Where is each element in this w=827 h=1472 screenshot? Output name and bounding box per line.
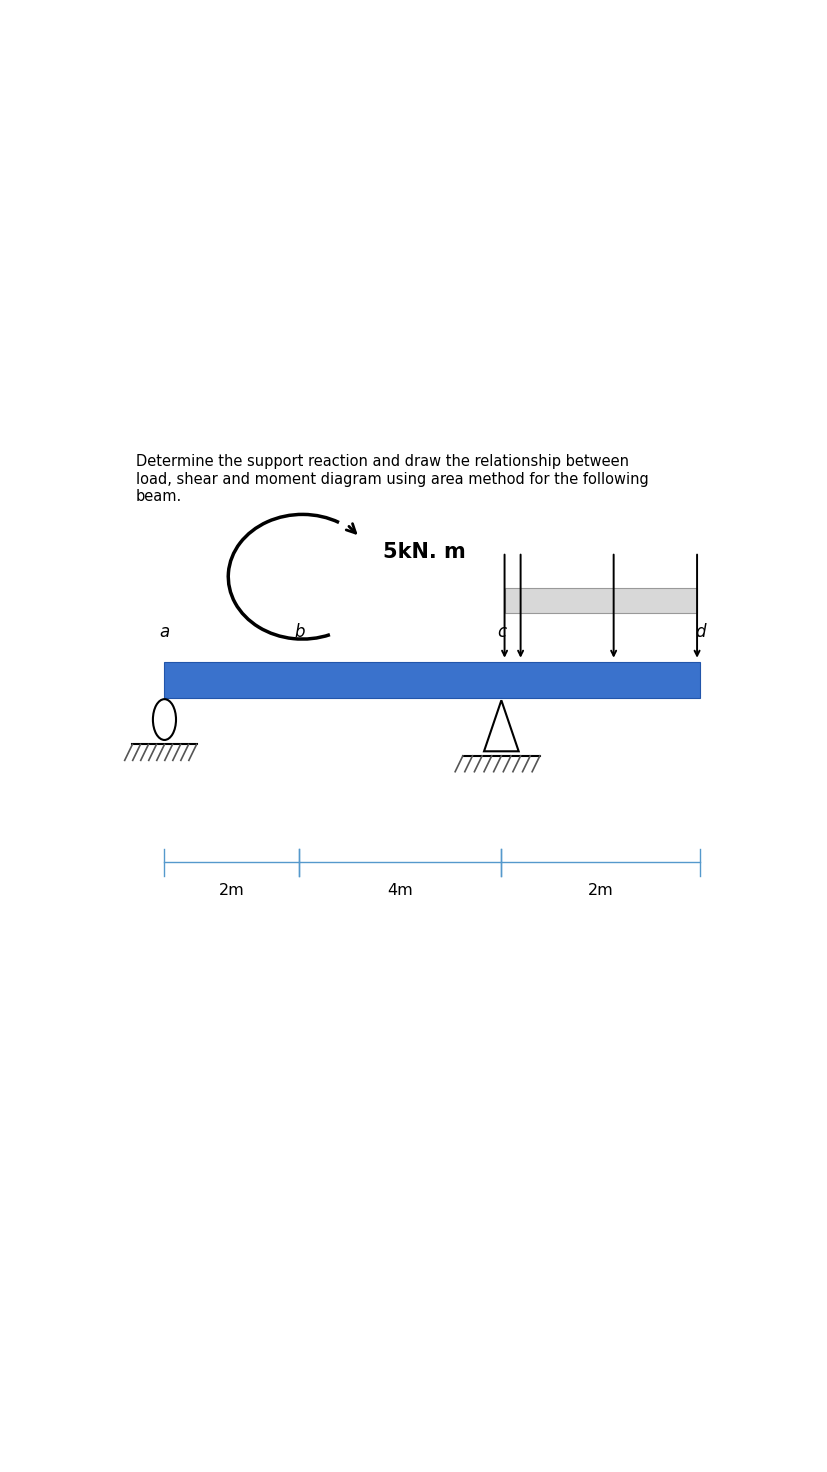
Text: d: d xyxy=(694,623,705,642)
Text: 2m: 2m xyxy=(218,883,245,898)
Text: 4m: 4m xyxy=(387,883,413,898)
Text: c: c xyxy=(496,623,505,642)
Text: a: a xyxy=(159,623,170,642)
Text: Determine the support reaction and draw the relationship between
load, shear and: Determine the support reaction and draw … xyxy=(136,455,648,503)
Text: 2m: 2m xyxy=(587,883,613,898)
Text: b: b xyxy=(294,623,304,642)
Text: 5.0 kN/m: 5.0 kN/m xyxy=(573,595,627,606)
Bar xyxy=(504,589,696,612)
Bar xyxy=(165,662,700,698)
Text: 5kN. m: 5kN. m xyxy=(383,542,465,562)
